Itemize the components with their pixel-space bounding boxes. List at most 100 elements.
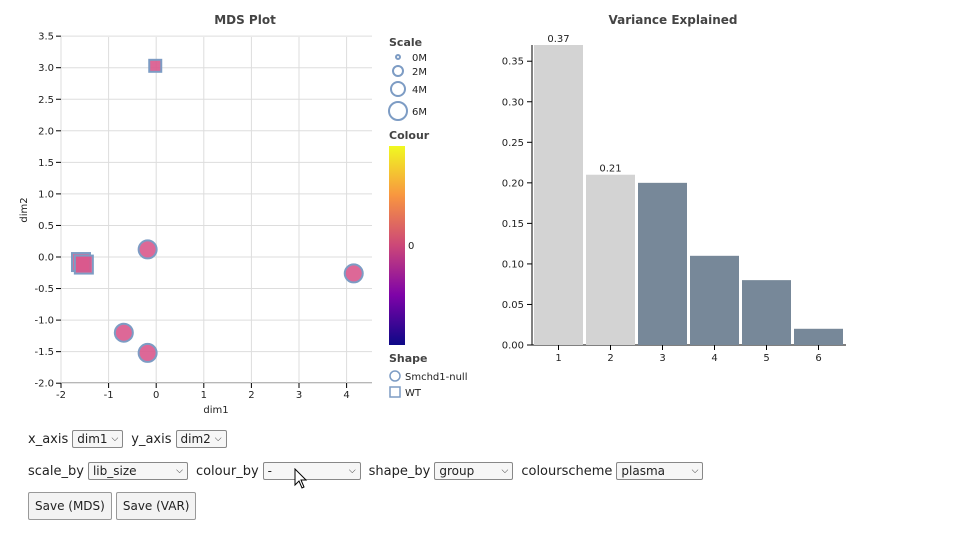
variance-y-tick-label: 0.00 [502,341,524,352]
variance-bar [794,328,843,345]
chevron-down-icon: ⌵ [111,434,119,444]
mds-point-circle [137,239,158,260]
variance-x-tick-label: 2 [607,353,613,364]
mds-grid [60,35,372,384]
variance-x-tick-label: 1 [555,353,561,364]
scale-legend-circle [390,81,406,97]
mds-x-tick-label: -2 [56,390,66,401]
scale-legend-label: 0M [412,53,427,64]
mds-y-ticks: 3.5 3.0 2.5 2.0 1.5 1.0 0.5 0.0 -0.5 -1.0 -1.5 -2.0 [34,32,61,390]
shape-by-value: group [439,464,475,478]
chevron-down-icon: ⌵ [214,434,222,444]
variance-y-tick-label: 0.10 [502,259,524,270]
y-axis-select[interactable]: dim2 ⌵ [175,430,227,448]
shape-by-label: shape_by [368,463,431,479]
x-axis-label: x_axis [28,431,69,447]
mds-x-tick-label: 1 [201,390,207,401]
scale-legend-circle [395,54,401,60]
chevron-down-icon: ⌵ [691,466,699,476]
mds-point-circle [113,322,134,343]
variance-bar [690,255,739,345]
colour-legend-title: Colour [389,129,430,142]
scale-legend-label: 4M [412,85,427,96]
x-axis-select[interactable]: dim1 ⌵ [72,430,124,448]
shape-by-select[interactable]: group ⌵ [434,462,514,480]
shape-legend-label: WT [405,388,422,399]
scale-legend-label: 6M [412,107,427,118]
variance-data-label: 0.21 [599,164,621,175]
mds-point-square [73,254,94,275]
variance-x-tick-label: 5 [763,353,769,364]
mds-y-tick-label: 2.0 [38,126,54,137]
variance-bars: 0.37 0.21 [534,34,843,345]
chevron-down-icon: ⌵ [348,466,356,476]
mds-x-tick-label: 0 [153,390,159,401]
mds-y-tick-label: 3.5 [38,32,54,43]
variance-axes: 0.35 0.30 0.25 0.20 0.15 0.10 0.05 0.00 1 2 3 4 5 6 [502,45,846,364]
variance-x-tick-label: 4 [711,353,717,364]
mds-x-tick-label: 4 [343,390,349,401]
scale-by-value: lib_size [92,464,137,478]
y-axis-value: dim2 [180,432,211,446]
mds-point-circle [343,263,364,284]
variance-x-tick-label: 3 [659,353,665,364]
mds-y-tick-label: -2.0 [34,379,54,390]
mds-x-tick-label: 2 [248,390,254,401]
variance-y-tick-label: 0.20 [502,178,524,189]
scale-legend-title: Scale [389,36,422,49]
mds-y-tick-label: 0.5 [38,221,54,232]
mds-y-axis-label: dim2 [19,197,30,222]
mds-y-tick-label: -1.0 [34,316,54,327]
mds-y-tick-label: -1.5 [34,347,54,358]
mds-y-tick-label: 3.0 [38,63,54,74]
shape-legend-label: Smchd1-null [405,372,467,383]
scale-legend-circle [388,101,408,121]
variance-bar [534,45,583,345]
variance-y-tick-label: 0.25 [502,138,524,149]
chevron-down-icon: ⌵ [501,466,509,476]
variance-title: Variance Explained [609,13,738,27]
variance-bar [742,280,791,345]
mds-x-tick-label: -1 [104,390,114,401]
axis-controls: x_axis dim1 ⌵ y_axis dim2 ⌵ [28,430,235,448]
colourscheme-value: plasma [621,464,666,478]
scale-by-select[interactable]: lib_size ⌵ [87,462,188,480]
scale-by-label: scale_by [28,463,84,479]
save-var-button[interactable]: Save (VAR) [115,492,197,520]
colourscheme-select[interactable]: plasma ⌵ [616,462,704,480]
variance-chart: Variance Explained 0.350.300.250.200.150… [502,13,846,364]
mds-x-ticks: -2 -1 0 1 2 3 4 [56,383,350,401]
shape-legend-square-icon [389,386,401,398]
mds-y-tick-label: 1.0 [38,189,54,200]
mds-y-tick-label: 0.0 [38,253,54,264]
variance-bar [586,174,635,345]
variance-y-tick-label: 0.35 [502,57,524,68]
shape-legend-circle-icon [389,370,401,382]
mds-x-axis-label: dim1 [203,405,228,416]
shape-legend: Smchd1-null WT [389,370,467,399]
chevron-down-icon: ⌵ [176,466,183,476]
colour-gradient-bar [389,146,405,345]
scale-legend-circle [392,65,404,77]
variance-y-tick-label: 0.05 [502,300,524,311]
save-controls: Save (MDS) Save (VAR) [28,492,200,520]
colour-by-select[interactable]: - ⌵ [262,462,361,480]
variance-x-tick-label: 6 [815,353,821,364]
scale-legend: 0M 2M 4M 6M [388,53,427,121]
mds-point-circle [137,342,158,363]
style-controls: scale_by lib_size ⌵ colour_by - ⌵ shape_… [28,462,711,480]
mds-y-tick-label: 2.5 [38,95,54,106]
x-axis-value: dim1 [77,432,108,446]
save-mds-button[interactable]: Save (MDS) [28,492,112,520]
mds-x-tick-label: 3 [296,390,302,401]
scale-legend-label: 2M [412,67,427,78]
colour-legend-tick: 0 [408,241,414,252]
mds-point-square [148,58,163,73]
mds-plot: MDS Plot 3.5 3.0 2.5 2.0 1.5 1.0 0.5 0.0 -0.5 -1.… [19,13,467,416]
mds-y-tick-label: 1.5 [38,158,54,169]
colour-by-value: - [267,464,272,478]
variance-data-label: 0.37 [547,34,569,45]
variance-y-tick-label: 0.15 [502,219,524,230]
mds-y-tick-label: -0.5 [34,284,54,295]
mds-points [70,58,364,363]
